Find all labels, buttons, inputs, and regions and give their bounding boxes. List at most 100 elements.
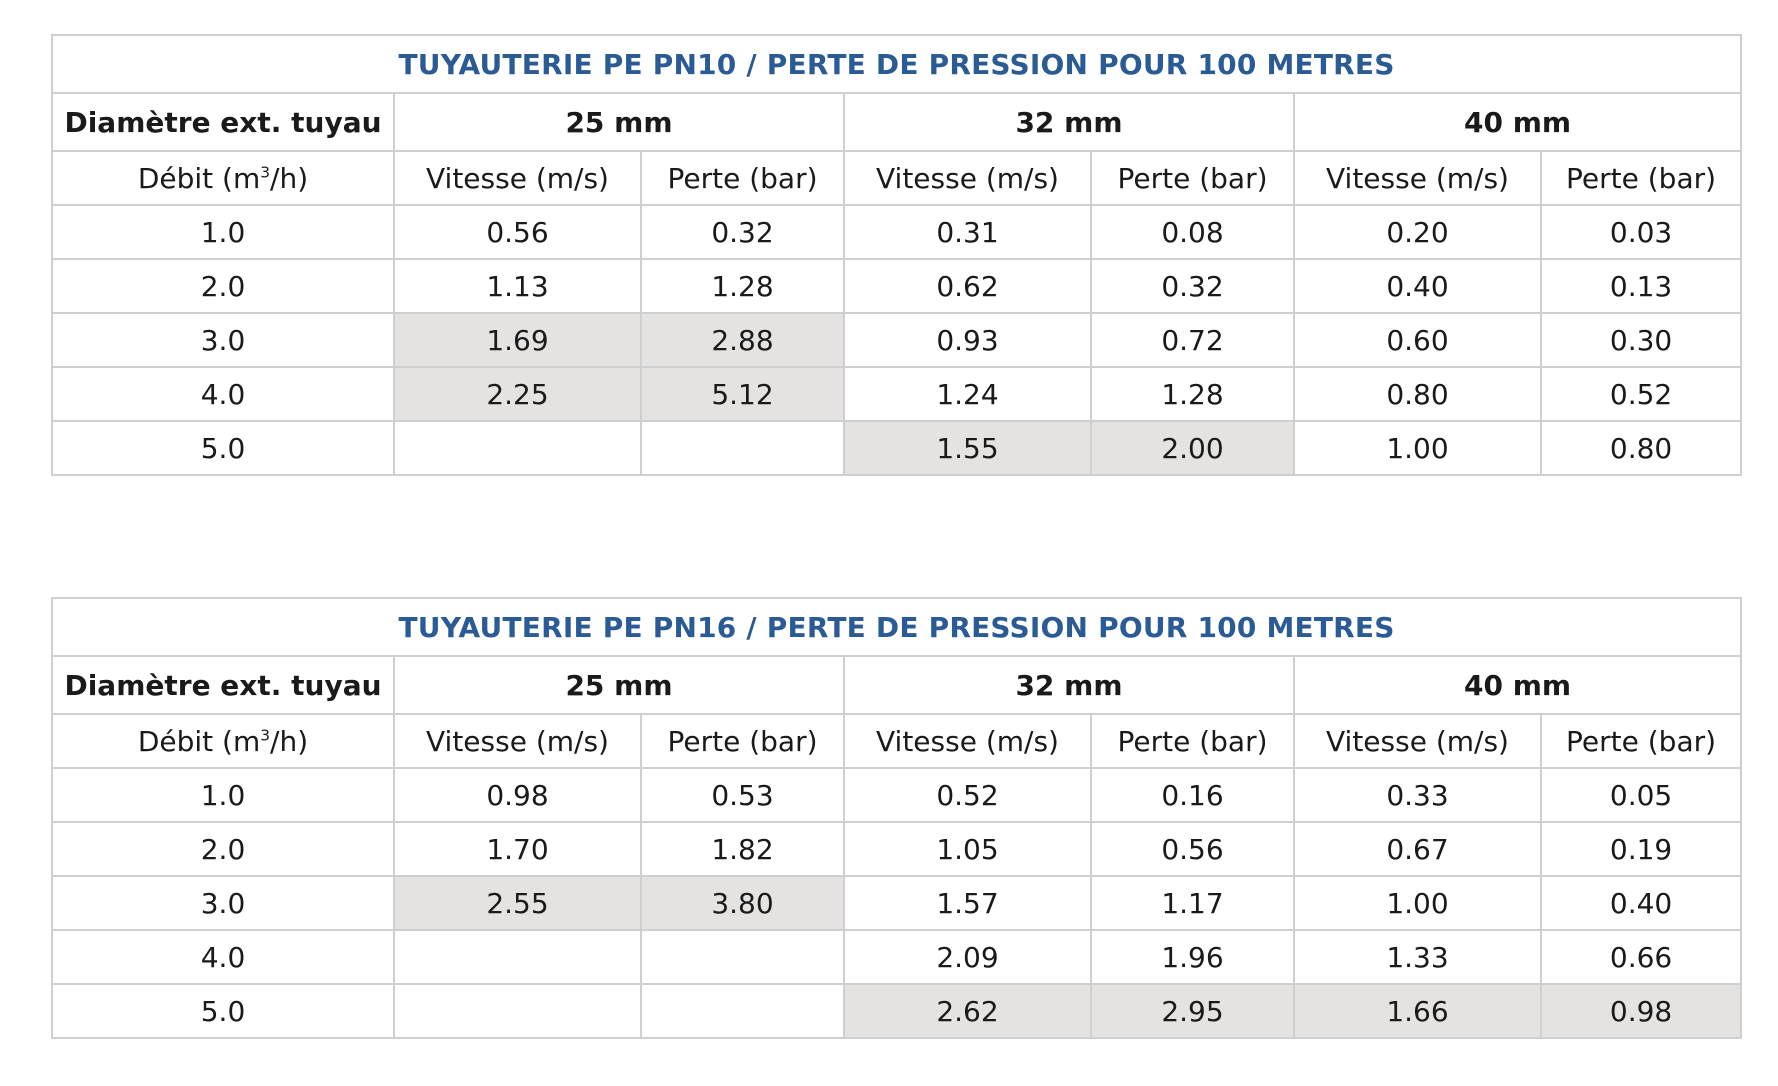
- loss-cell: 1.82: [640, 821, 845, 877]
- loss-cell: 0.32: [1090, 258, 1295, 314]
- flow-cell: 3.0: [51, 875, 395, 931]
- loss-cell: 0.32: [640, 204, 845, 260]
- table-row: 3.0 2.55 3.80 1.57 1.17 1.00 0.40: [51, 875, 1743, 931]
- speed-cell: 1.57: [843, 875, 1092, 931]
- loss-cell: 2.95: [1090, 983, 1295, 1039]
- speed-cell: 2.09: [843, 929, 1092, 985]
- loss-cell: 0.30: [1539, 312, 1743, 368]
- loss-cell: 0.72: [1090, 312, 1295, 368]
- table-row: 4.0 2.25 5.12 1.24 1.28 0.80 0.52: [51, 366, 1743, 422]
- table-row: 2.0 1.13 1.28 0.62 0.32 0.40 0.13: [51, 258, 1743, 314]
- loss-cell: 5.12: [640, 366, 845, 422]
- loss-cell: [640, 929, 845, 985]
- flow-cell: 3.0: [51, 312, 395, 368]
- speed-header: Vitesse (m/s): [393, 150, 642, 206]
- diameter-header: Diamètre ext. tuyau: [51, 655, 395, 715]
- speed-cell: 0.60: [1293, 312, 1542, 368]
- flow-cell: 4.0: [51, 366, 395, 422]
- pressure-table-pn16: TUYAUTERIE PE PN16 / PERTE DE PRESSION P…: [50, 597, 1743, 1039]
- loss-header: Perte (bar): [640, 713, 845, 769]
- speed-cell: 0.31: [843, 204, 1092, 260]
- speed-cell: 1.00: [1293, 875, 1542, 931]
- speed-header: Vitesse (m/s): [843, 713, 1092, 769]
- speed-cell: 0.67: [1293, 821, 1542, 877]
- loss-cell: 3.80: [640, 875, 845, 931]
- loss-cell: 0.80: [1539, 420, 1743, 476]
- speed-cell: [393, 420, 642, 476]
- loss-cell: 0.56: [1090, 821, 1295, 877]
- speed-cell: 2.25: [393, 366, 642, 422]
- diameter-25: 25 mm: [393, 655, 845, 715]
- speed-cell: 1.55: [843, 420, 1092, 476]
- diameter-32: 32 mm: [843, 92, 1295, 152]
- speed-cell: 0.20: [1293, 204, 1542, 260]
- speed-cell: 0.40: [1293, 258, 1542, 314]
- diameter-40: 40 mm: [1292, 92, 1743, 152]
- speed-header: Vitesse (m/s): [843, 150, 1092, 206]
- speed-header: Vitesse (m/s): [1293, 150, 1542, 206]
- speed-cell: 1.70: [393, 821, 642, 877]
- table-row: 1.0 0.56 0.32 0.31 0.08 0.20 0.03: [51, 204, 1743, 260]
- speed-cell: 2.55: [393, 875, 642, 931]
- table-row: 3.0 1.69 2.88 0.93 0.72 0.60 0.30: [51, 312, 1743, 368]
- pressure-table-pn10: TUYAUTERIE PE PN10 / PERTE DE PRESSION P…: [50, 34, 1743, 476]
- table-row: 5.0 1.55 2.00 1.00 0.80: [51, 420, 1743, 476]
- loss-cell: 2.88: [640, 312, 845, 368]
- speed-cell: 0.80: [1293, 366, 1542, 422]
- loss-cell: 0.08: [1090, 204, 1295, 260]
- loss-header: Perte (bar): [1090, 150, 1295, 206]
- loss-cell: 0.40: [1539, 875, 1743, 931]
- loss-cell: 0.98: [1539, 983, 1743, 1039]
- loss-header: Perte (bar): [1539, 150, 1743, 206]
- flow-header: Débit (m3/h): [51, 713, 395, 769]
- speed-cell: 0.33: [1293, 767, 1542, 823]
- speed-cell: 1.13: [393, 258, 642, 314]
- loss-cell: 0.53: [640, 767, 845, 823]
- flow-cell: 1.0: [51, 767, 395, 823]
- speed-cell: 0.62: [843, 258, 1092, 314]
- loss-header: Perte (bar): [1539, 713, 1743, 769]
- speed-cell: 2.62: [843, 983, 1092, 1039]
- table-row: 5.0 2.62 2.95 1.66 0.98: [51, 983, 1743, 1039]
- speed-cell: 0.52: [843, 767, 1092, 823]
- flow-cell: 2.0: [51, 821, 395, 877]
- diameter-header: Diamètre ext. tuyau: [51, 92, 395, 152]
- speed-cell: 1.33: [1293, 929, 1542, 985]
- loss-header: Perte (bar): [640, 150, 845, 206]
- loss-cell: 2.00: [1090, 420, 1295, 476]
- speed-cell: [393, 983, 642, 1039]
- flow-cell: 2.0: [51, 258, 395, 314]
- loss-cell: 0.19: [1539, 821, 1743, 877]
- loss-cell: 1.17: [1090, 875, 1295, 931]
- loss-cell: 0.13: [1539, 258, 1743, 314]
- loss-cell: 1.28: [640, 258, 845, 314]
- speed-header: Vitesse (m/s): [1293, 713, 1542, 769]
- loss-cell: 0.66: [1539, 929, 1743, 985]
- loss-cell: 0.03: [1539, 204, 1743, 260]
- speed-cell: [393, 929, 642, 985]
- table-title: TUYAUTERIE PE PN16 / PERTE DE PRESSION P…: [50, 597, 1743, 657]
- flow-cell: 1.0: [51, 204, 395, 260]
- table-row: 2.0 1.70 1.82 1.05 0.56 0.67 0.19: [51, 821, 1743, 877]
- speed-cell: 1.66: [1293, 983, 1542, 1039]
- loss-cell: 0.05: [1539, 767, 1743, 823]
- speed-header: Vitesse (m/s): [393, 713, 642, 769]
- flow-cell: 5.0: [51, 983, 395, 1039]
- loss-header: Perte (bar): [1090, 713, 1295, 769]
- table-row: 1.0 0.98 0.53 0.52 0.16 0.33 0.05: [51, 767, 1743, 823]
- speed-cell: 0.93: [843, 312, 1092, 368]
- diameter-40: 40 mm: [1292, 655, 1743, 715]
- diameter-32: 32 mm: [843, 655, 1295, 715]
- loss-cell: [640, 983, 845, 1039]
- loss-cell: 0.52: [1539, 366, 1743, 422]
- speed-cell: 0.98: [393, 767, 642, 823]
- table-title: TUYAUTERIE PE PN10 / PERTE DE PRESSION P…: [50, 34, 1743, 94]
- speed-cell: 1.05: [843, 821, 1092, 877]
- flow-cell: 4.0: [51, 929, 395, 985]
- speed-cell: 1.00: [1293, 420, 1542, 476]
- flow-header: Débit (m3/h): [51, 150, 395, 206]
- loss-cell: 1.96: [1090, 929, 1295, 985]
- diameter-25: 25 mm: [393, 92, 845, 152]
- table-row: 4.0 2.09 1.96 1.33 0.66: [51, 929, 1743, 985]
- loss-cell: 0.16: [1090, 767, 1295, 823]
